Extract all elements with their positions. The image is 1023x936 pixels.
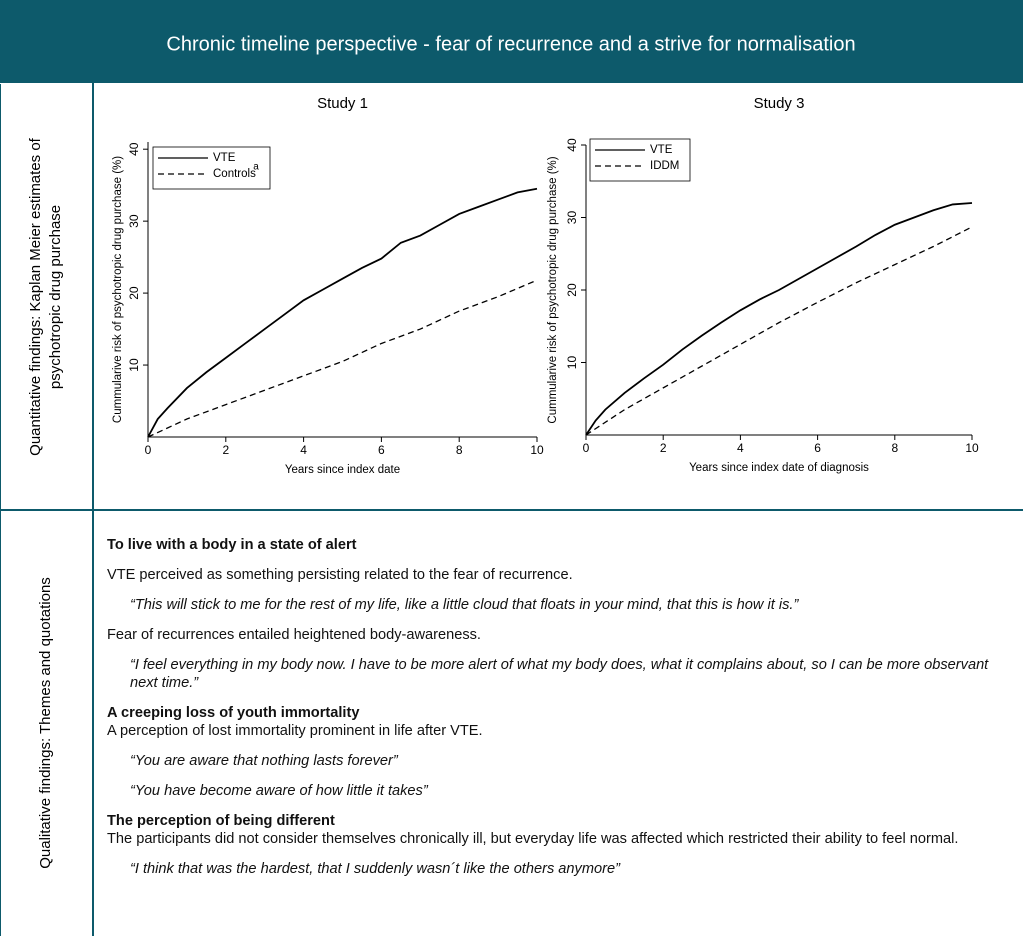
annotation: a xyxy=(253,162,259,173)
y-tick-label: 10 xyxy=(565,356,579,370)
x-tick-label: 4 xyxy=(737,441,744,455)
legend-label: VTE xyxy=(213,152,236,164)
series-line xyxy=(585,226,973,436)
x-axis-label: Years since index date xyxy=(285,464,400,476)
legend-box xyxy=(589,138,691,182)
chart-title: Study 1 xyxy=(317,95,368,112)
x-tick-label: 2 xyxy=(222,443,229,457)
theme-text: Fear of recurrences entailed heightened … xyxy=(107,627,481,643)
header-title: Chronic timeline perspective - fear of r… xyxy=(166,33,855,55)
legend-label: Controls xyxy=(213,168,256,180)
quotation: “I think that was the hardest, that I su… xyxy=(130,861,620,877)
y-tick-label: 30 xyxy=(127,214,141,228)
chart-title: Study 3 xyxy=(754,95,805,112)
row-label: psychotropic drug purchase xyxy=(47,205,64,389)
y-tick-label: 20 xyxy=(127,286,141,300)
y-axis-label: Cummularive risk of psychotropic drug pu… xyxy=(112,156,124,423)
theme: A creeping loss of youth immortality A pe… xyxy=(107,704,1015,800)
series-line xyxy=(585,202,973,436)
legend-label: VTE xyxy=(650,144,673,156)
y-tick-label: 20 xyxy=(565,283,579,297)
quotation: “I feel everything in my body now. I hav… xyxy=(130,657,989,691)
x-tick-label: 4 xyxy=(300,443,307,457)
legend-label: IDDM xyxy=(650,160,679,172)
x-tick-label: 0 xyxy=(145,443,152,457)
x-tick-label: 0 xyxy=(583,441,590,455)
theme-title: A creeping loss of youth immortality xyxy=(107,705,360,721)
theme-title: The perception of being different xyxy=(107,813,335,829)
x-tick-label: 8 xyxy=(456,443,463,457)
x-axis-label: Years since index date of diagnosis xyxy=(689,462,869,474)
y-tick-label: 10 xyxy=(127,358,141,372)
theme-text: A perception of lost immortality promine… xyxy=(107,723,483,739)
theme-title: To live with a body in a state of alert xyxy=(107,537,357,553)
legend-box xyxy=(152,146,271,190)
x-tick-label: 6 xyxy=(814,441,821,455)
y-tick-label: 40 xyxy=(565,138,579,152)
series-line xyxy=(147,279,538,438)
quotation: “You have become aware of how little it … xyxy=(130,783,428,799)
x-tick-label: 2 xyxy=(660,441,667,455)
y-tick-label: 30 xyxy=(565,211,579,225)
themes: To live with a body in a state of alert V… xyxy=(107,536,1015,890)
theme: To live with a body in a state of alert V… xyxy=(107,536,1015,692)
x-tick-label: 6 xyxy=(378,443,385,457)
quotation: “You are aware that nothing lasts foreve… xyxy=(130,753,398,769)
row-label: Quantitative findings: Kaplan Meier esti… xyxy=(27,137,44,455)
y-tick-label: 40 xyxy=(127,142,141,156)
series-line xyxy=(147,187,538,438)
theme-text: VTE perceived as something persisting re… xyxy=(107,567,573,583)
row-label: Qualitative findings: Themes and quotati… xyxy=(37,577,54,869)
quotation: “This will stick to me for the rest of m… xyxy=(130,597,799,613)
x-tick-label: 10 xyxy=(965,441,979,455)
theme: The perception of being different The par… xyxy=(107,812,1015,878)
x-tick-label: 10 xyxy=(530,443,544,457)
y-axis-label: Cummularive risk of psychotropic drug pu… xyxy=(547,156,559,423)
x-tick-label: 8 xyxy=(891,441,898,455)
header-band xyxy=(0,0,1023,83)
theme-text: The participants did not consider themse… xyxy=(107,831,959,847)
